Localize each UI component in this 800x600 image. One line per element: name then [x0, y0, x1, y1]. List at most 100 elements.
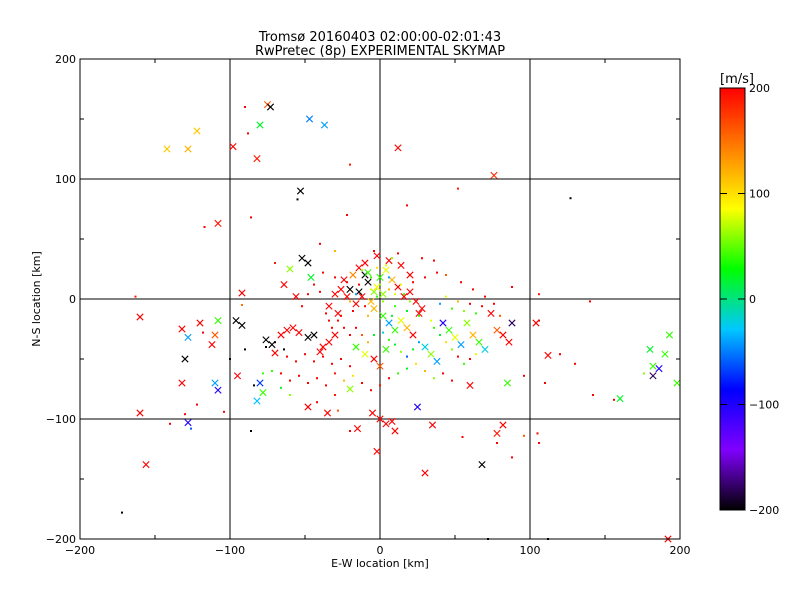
data-point-dot [469, 302, 471, 305]
data-point-cross [163, 145, 171, 153]
data-point-cross [673, 379, 681, 387]
data-point-dot [445, 341, 447, 344]
data-point-dot [316, 377, 318, 380]
data-point-cross [307, 273, 315, 281]
data-point-dot [244, 348, 246, 351]
chart-subtitle: RwPretec (8p) EXPERIMENTAL SKYMAP [255, 44, 505, 59]
data-point-cross [421, 469, 429, 477]
data-point-cross [349, 271, 357, 279]
data-point-cross [499, 421, 507, 429]
data-point-dot [262, 372, 264, 375]
data-point-cross [353, 425, 362, 433]
data-point-cross [136, 409, 144, 417]
data-point-dot [391, 257, 393, 260]
data-point-cross [193, 127, 201, 135]
data-point-cross [289, 324, 297, 332]
data-point-dot [358, 283, 360, 286]
y-tick-label: 200 [55, 53, 76, 66]
data-point-cross [319, 343, 327, 351]
data-point-dot [538, 319, 540, 322]
data-point-dot [280, 386, 282, 389]
data-point-dot [373, 334, 375, 336]
data-point-cross [211, 331, 219, 339]
data-point-dot [403, 293, 405, 296]
data-point-cross [649, 362, 657, 370]
data-point-dot [385, 264, 387, 267]
data-point-cross [478, 461, 486, 469]
data-point-cross [379, 290, 387, 298]
data-point-cross [304, 333, 312, 341]
data-point-dot [349, 334, 351, 336]
data-point-dot [523, 374, 525, 377]
data-point-dot [394, 343, 396, 346]
data-point-cross [376, 273, 384, 281]
data-point-dot [484, 295, 486, 298]
data-point-dot [433, 259, 435, 262]
data-point-cross [490, 171, 498, 179]
data-point-dot [439, 302, 441, 305]
data-point-cross [259, 389, 267, 397]
data-point-dot [202, 331, 204, 334]
data-point-cross [208, 341, 216, 349]
data-point-dot [394, 293, 396, 296]
data-point-cross [323, 409, 332, 417]
data-point-dot [331, 326, 333, 329]
data-point-cross [373, 447, 381, 455]
data-point-cross [256, 121, 264, 129]
x-tick-label: 200 [670, 544, 691, 557]
data-point-cross [475, 338, 483, 346]
data-point-cross [457, 341, 465, 349]
data-point-dot [265, 346, 267, 348]
data-point-dot [355, 326, 357, 329]
data-point-cross [487, 309, 495, 317]
data-point-cross [428, 421, 437, 429]
data-point-dot [196, 403, 198, 406]
data-point-cross [397, 261, 405, 269]
data-point-dot [457, 355, 459, 358]
data-point-dot [451, 379, 453, 382]
data-point-dot [388, 276, 390, 279]
data-point-cross [376, 362, 384, 370]
data-point-dot [241, 304, 243, 306]
data-point-cross [298, 254, 306, 262]
colorbar-tick-label: −100 [749, 399, 779, 412]
data-point-dot [463, 310, 465, 312]
data-point-dot [337, 409, 339, 412]
data-point-cross [214, 219, 222, 227]
data-point-dot [433, 326, 435, 329]
data-point-cross [445, 326, 453, 334]
x-tick-label: 0 [377, 544, 384, 557]
data-point-cross [262, 336, 270, 344]
data-point-cross [469, 331, 477, 339]
data-point-dot [496, 442, 498, 444]
data-point-cross [409, 331, 417, 339]
data-point-dot [190, 427, 192, 430]
colorbar-tick-label: 100 [749, 188, 770, 201]
data-point-dot [337, 319, 339, 322]
data-point-cross [439, 319, 447, 327]
data-point-cross [211, 379, 219, 387]
data-point-cross [382, 345, 390, 353]
colorbar-ticks: 200 100 0 −100 −200 [720, 82, 779, 517]
data-point-cross [388, 417, 396, 425]
data-point-cross [505, 338, 513, 346]
data-point-cross [320, 121, 329, 129]
data-point-cross [346, 385, 354, 393]
data-point-dot [463, 362, 465, 365]
data-point-dot [406, 310, 408, 312]
data-point-dot [415, 362, 417, 365]
data-point-dot [559, 353, 561, 356]
data-point-dot [457, 187, 459, 190]
data-point-dot [328, 319, 330, 322]
y-tick-label: −100 [46, 413, 76, 426]
data-point-cross [296, 187, 305, 195]
data-point-dot [349, 365, 351, 368]
x-tick-label: −100 [215, 544, 245, 557]
data-point-cross [665, 331, 674, 339]
data-point-dot [346, 281, 348, 284]
data-point-dot [334, 372, 336, 375]
data-point-dot [325, 312, 327, 315]
data-point-cross [331, 290, 339, 298]
colorbar-label: [m/s] [720, 72, 754, 87]
data-point-cross [646, 345, 654, 353]
